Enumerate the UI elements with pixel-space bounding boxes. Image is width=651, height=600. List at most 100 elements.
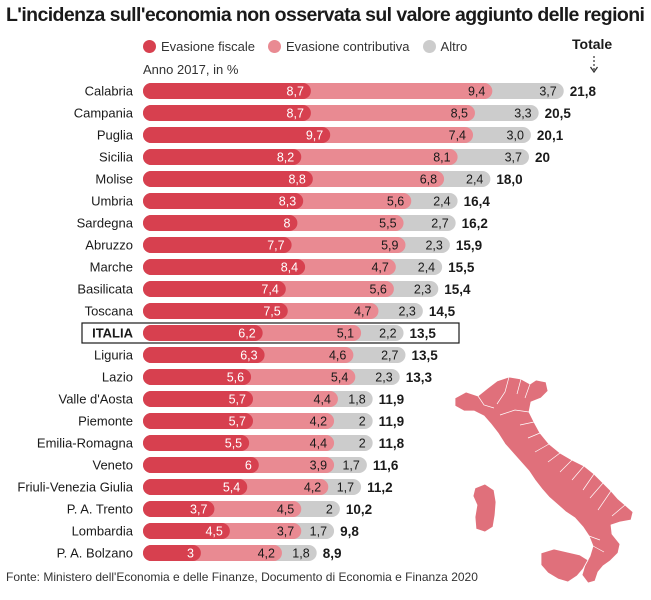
- legend-label-evasione-fiscale: Evasione fiscale: [161, 38, 255, 54]
- total-label-valle-d-aosta: 11,9: [379, 392, 405, 407]
- value-label-contributiva-sardegna: 5,5: [379, 217, 396, 231]
- value-label-altro-calabria: 3,7: [539, 85, 556, 99]
- value-label-fiscale-basilicata: 7,4: [261, 283, 278, 297]
- value-label-fiscale-p-a-trento: 3,7: [190, 503, 207, 517]
- value-label-contributiva-valle-d-aosta: 4,4: [314, 393, 331, 407]
- value-label-fiscale-molise: 8,8: [288, 173, 305, 187]
- total-label-toscana: 14,5: [429, 304, 456, 319]
- bar-fiscale-marche: [143, 259, 306, 275]
- chart-subtitle: Anno 2017, in %: [143, 62, 239, 77]
- legend-swatch-evasione-fiscale: [143, 39, 156, 53]
- value-label-altro-lombardia: 1,7: [310, 525, 327, 539]
- value-label-altro-veneto: 1,7: [342, 459, 359, 473]
- total-label-umbria: 16,4: [464, 194, 491, 209]
- category-label-emilia-romagna: Emilia-Romagna: [37, 436, 134, 451]
- bar-fiscale-toscana: [143, 303, 288, 319]
- value-label-fiscale-campania: 8,7: [287, 107, 304, 121]
- value-label-altro-toscana: 2,3: [398, 305, 415, 319]
- value-label-fiscale-lazio: 5,6: [227, 371, 244, 385]
- value-label-altro-emilia-romagna: 2: [359, 437, 366, 451]
- bar-fiscale-calabria: [143, 83, 311, 99]
- total-label-italia: 13,5: [410, 326, 437, 341]
- value-label-fiscale-friuli-venezia-giulia: 5,4: [223, 481, 240, 495]
- value-label-fiscale-umbria: 8,3: [279, 195, 296, 209]
- category-label-valle-d-aosta: Valle d'Aosta: [58, 392, 133, 407]
- bar-fiscale-friuli-venezia-giulia: [143, 479, 248, 495]
- total-column-label: Totale: [572, 36, 613, 52]
- value-label-fiscale-liguria: 6,3: [240, 349, 257, 363]
- total-label-sardegna: 16,2: [462, 216, 488, 231]
- bar-fiscale-sicilia: [143, 149, 302, 165]
- bar-fiscale-sardegna: [143, 215, 298, 231]
- category-label-liguria: Liguria: [94, 348, 134, 363]
- total-label-veneto: 11,6: [373, 458, 399, 473]
- value-label-contributiva-italia: 5,1: [337, 327, 354, 341]
- category-label-abruzzo: Abruzzo: [85, 238, 133, 253]
- value-label-contributiva-piemonte: 4,2: [310, 415, 327, 429]
- value-label-fiscale-lombardia: 4,5: [205, 525, 222, 539]
- value-label-fiscale-sardegna: 8: [283, 217, 290, 231]
- total-label-lombardia: 9,8: [340, 524, 359, 539]
- total-label-basilicata: 15,4: [444, 282, 471, 297]
- value-label-contributiva-liguria: 4,6: [329, 349, 346, 363]
- value-label-contributiva-lazio: 5,4: [331, 371, 348, 385]
- value-label-altro-puglia: 3,0: [507, 129, 524, 143]
- category-label-calabria: Calabria: [85, 84, 134, 99]
- value-label-contributiva-p-a-trento: 4,5: [277, 503, 294, 517]
- total-label-liguria: 13,5: [411, 348, 438, 363]
- category-label-p-a-trento: P. A. Trento: [67, 502, 133, 517]
- value-label-fiscale-valle-d-aosta: 5,7: [229, 393, 246, 407]
- category-label-toscana: Toscana: [85, 304, 134, 319]
- value-label-contributiva-friuli-venezia-giulia: 4,2: [304, 481, 321, 495]
- bar-fiscale-piemonte: [143, 413, 254, 429]
- category-label-sicilia: Sicilia: [99, 150, 134, 165]
- value-label-contributiva-p-a-bolzano: 4,2: [258, 547, 275, 561]
- value-label-altro-liguria: 2,7: [381, 349, 398, 363]
- bar-fiscale-valle-d-aosta: [143, 391, 254, 407]
- italy-map-icon: [454, 376, 634, 584]
- value-label-contributiva-umbria: 5,6: [387, 195, 404, 209]
- value-label-altro-abruzzo: 2,3: [425, 239, 442, 253]
- value-label-fiscale-puglia: 9,7: [306, 129, 323, 143]
- legend-item-evasione-fiscale: Evasione fiscale: [143, 39, 255, 54]
- legend-swatch-evasione-contributiva: [267, 39, 281, 53]
- bar-fiscale-basilicata: [143, 281, 286, 297]
- italy-internal-borders: [477, 376, 626, 553]
- total-label-lazio: 13,3: [406, 370, 433, 385]
- total-label-sicilia: 20: [535, 150, 550, 165]
- value-label-altro-campania: 3,3: [514, 107, 531, 121]
- value-label-altro-valle-d-aosta: 1,8: [348, 393, 365, 407]
- category-label-p-a-bolzano: P. A. Bolzano: [57, 546, 133, 561]
- category-label-veneto: Veneto: [93, 458, 134, 473]
- value-label-contributiva-emilia-romagna: 4,4: [310, 437, 327, 451]
- total-label-friuli-venezia-giulia: 11,2: [367, 480, 393, 495]
- value-label-fiscale-veneto: 6: [245, 459, 252, 473]
- category-label-italia: ITALIA: [92, 326, 134, 341]
- total-label-emilia-romagna: 11,8: [379, 436, 405, 451]
- value-label-fiscale-emilia-romagna: 5,5: [225, 437, 242, 451]
- value-label-altro-basilicata: 2,3: [414, 283, 431, 297]
- bar-fiscale-italia: [143, 325, 263, 341]
- category-label-lombardia: Lombardia: [72, 524, 134, 539]
- value-label-fiscale-marche: 8,4: [281, 261, 298, 275]
- value-label-contributiva-sicilia: 8,1: [433, 151, 450, 165]
- value-label-altro-sicilia: 3,7: [505, 151, 522, 165]
- value-label-fiscale-p-a-bolzano: 3: [187, 547, 194, 561]
- legend-label-evasione-contributiva: Evasione contributiva: [285, 38, 410, 54]
- value-label-contributiva-lombardia: 3,7: [277, 525, 294, 539]
- total-label-molise: 18,0: [496, 172, 522, 187]
- value-label-altro-umbria: 2,4: [433, 195, 450, 209]
- total-label-p-a-bolzano: 8,9: [323, 546, 342, 561]
- value-label-contributiva-abruzzo: 5,9: [381, 239, 398, 253]
- value-label-altro-lazio: 2,3: [375, 371, 392, 385]
- value-label-contributiva-calabria: 9,4: [468, 85, 485, 99]
- value-label-fiscale-sicilia: 8,2: [277, 151, 294, 165]
- value-label-altro-p-a-trento: 2: [326, 503, 333, 517]
- value-label-fiscale-toscana: 7,5: [263, 305, 280, 319]
- bar-fiscale-lazio: [143, 369, 252, 385]
- value-label-altro-friuli-venezia-giulia: 1,7: [337, 481, 354, 495]
- category-label-friuli-venezia-giulia: Friuli-Venezia Giulia: [17, 480, 133, 495]
- bar-fiscale-veneto: [143, 457, 259, 473]
